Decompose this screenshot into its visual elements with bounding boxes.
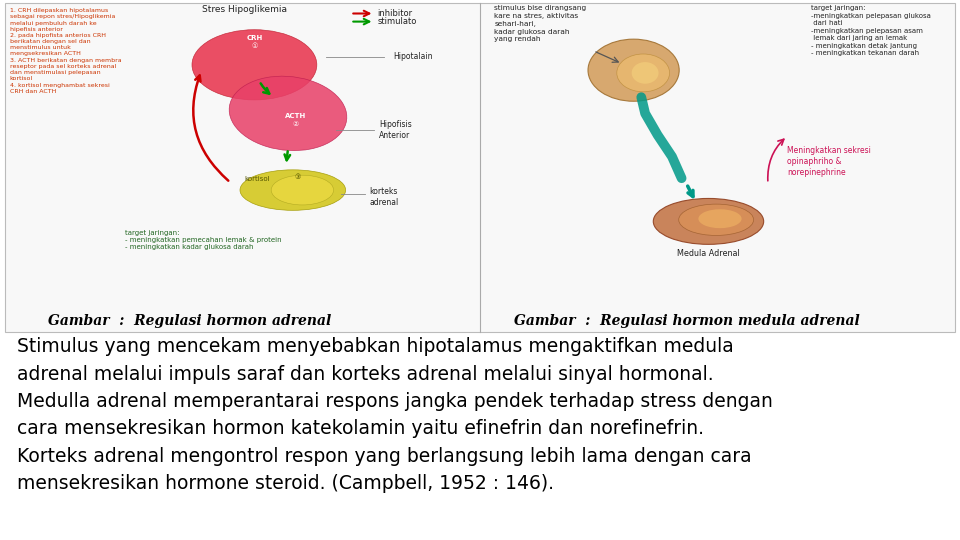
Text: ①: ① [252, 43, 257, 49]
Ellipse shape [698, 209, 741, 228]
Text: CRH: CRH [247, 35, 262, 41]
Ellipse shape [632, 62, 659, 84]
Text: ACTH: ACTH [285, 113, 306, 119]
Text: 1. CRH dilepaskan hipotalamus
sebagai repon stres/Hipoglikemia
melalui pembuluh : 1. CRH dilepaskan hipotalamus sebagai re… [10, 8, 121, 94]
Text: stimulato: stimulato [377, 17, 417, 26]
Text: ③: ③ [295, 174, 300, 180]
Text: Stimulus yang mencekam menyebabkan hipotalamus mengaktifkan medula
adrenal melal: Stimulus yang mencekam menyebabkan hipot… [17, 338, 773, 492]
Text: korteks
adrenal: korteks adrenal [370, 187, 398, 207]
Text: Hipofisis
Anterior: Hipofisis Anterior [379, 119, 412, 140]
Text: target jaringan:
- meningkatkan pemecahan lemak & protein
- meningkatkan kadar g: target jaringan: - meningkatkan pemecaha… [125, 230, 281, 251]
Text: Stres Hipoglikemia: Stres Hipoglikemia [203, 5, 287, 15]
Text: Gambar  :  Regulasi hormon medula adrenal: Gambar : Regulasi hormon medula adrenal [514, 314, 859, 328]
Text: target jaringan:
-meningkatkan pelepasan glukosa
 dari hati
-meningkatkan pelepa: target jaringan: -meningkatkan pelepasan… [811, 5, 931, 56]
Text: stimulus bise dirangsang
kare na stres, aktivitas
sehari-hari,
kadar glukosa dar: stimulus bise dirangsang kare na stres, … [494, 5, 587, 43]
Text: ②: ② [293, 121, 299, 127]
Ellipse shape [240, 170, 346, 210]
Text: Meningkatkan sekresi
opinaphriho &
norepinephrine: Meningkatkan sekresi opinaphriho & norep… [787, 146, 871, 177]
Text: Gambar  :  Regulasi hormon adrenal: Gambar : Regulasi hormon adrenal [48, 314, 331, 328]
Ellipse shape [229, 76, 347, 151]
Ellipse shape [617, 54, 670, 92]
Ellipse shape [192, 30, 317, 100]
Ellipse shape [588, 39, 680, 102]
FancyBboxPatch shape [5, 3, 955, 332]
Text: Medula Adrenal: Medula Adrenal [677, 249, 740, 259]
Ellipse shape [679, 204, 754, 235]
Text: Hipotalain: Hipotalain [394, 52, 433, 61]
Ellipse shape [271, 175, 334, 205]
Ellipse shape [653, 199, 764, 244]
Text: inhibitor: inhibitor [377, 9, 413, 18]
Text: kortisol: kortisol [245, 176, 271, 183]
